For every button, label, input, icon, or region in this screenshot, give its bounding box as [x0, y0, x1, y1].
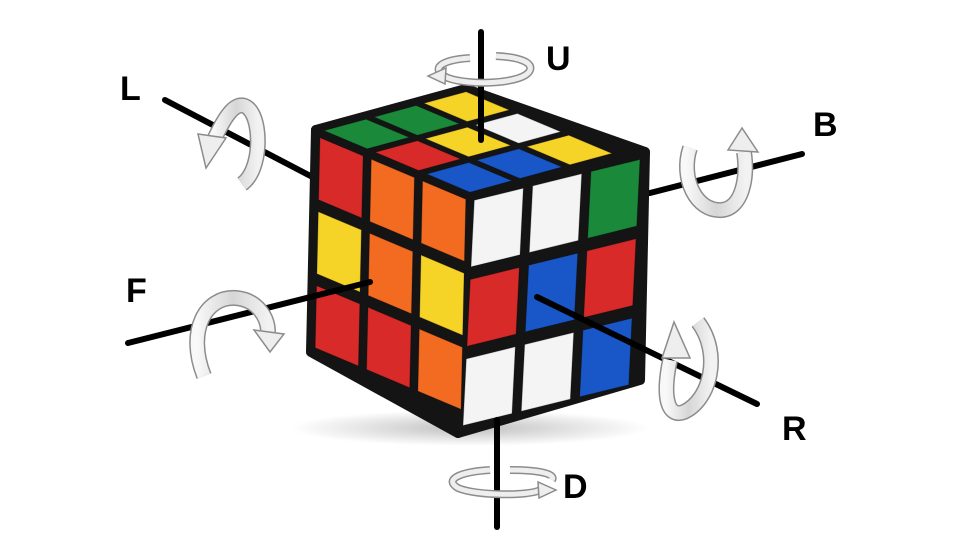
- left-sticker-orange: [420, 180, 467, 262]
- cube: [306, 84, 650, 438]
- right-sticker-red: [466, 267, 520, 347]
- label-l: L: [120, 70, 141, 108]
- top-sticker-green: [323, 118, 410, 150]
- l-rotation-arrow-icon: [197, 97, 266, 191]
- label-f: F: [126, 272, 147, 310]
- f-axis-line: [125, 279, 373, 346]
- left-sticker-yellow: [419, 254, 465, 336]
- top-sticker-green: [373, 105, 460, 136]
- label-r: R: [782, 410, 807, 448]
- b-rotation-arrow-icon: [679, 126, 760, 218]
- right-sticker-white: [462, 346, 516, 426]
- left-sticker-orange: [367, 232, 414, 315]
- top-sticker-white: [474, 113, 562, 144]
- u-rotation-arrow-icon: [426, 52, 535, 87]
- top-sticker-yellow: [424, 126, 512, 158]
- b-axis-line: [647, 151, 805, 196]
- label-u: U: [546, 40, 571, 78]
- right-sticker-red: [583, 238, 637, 318]
- label-d: D: [563, 468, 588, 506]
- r-rotation-arrow-icon: [658, 317, 719, 421]
- label-b: B: [813, 106, 838, 144]
- d-rotation-arrow-icon: [448, 466, 558, 500]
- right-sticker-white: [470, 187, 524, 268]
- right-sticker-green: [587, 159, 641, 239]
- right-sticker-white: [520, 332, 575, 412]
- left-sticker-red: [366, 306, 412, 389]
- left-sticker-yellow: [316, 211, 362, 293]
- left-sticker-red: [314, 285, 361, 367]
- top-sticker-blue: [426, 162, 513, 193]
- right-face-stickers: [462, 159, 641, 426]
- top-face-stickers: [323, 91, 613, 193]
- l-axis-line: [162, 97, 325, 185]
- left-sticker-red: [318, 137, 364, 219]
- left-sticker-orange: [417, 328, 463, 410]
- f-rotation-arrow-icon: [189, 290, 286, 379]
- top-sticker-yellow: [423, 91, 510, 122]
- right-sticker-white: [528, 173, 583, 253]
- left-face-stickers: [314, 137, 467, 410]
- r-axis-line: [534, 294, 760, 407]
- right-sticker-blue: [524, 252, 579, 333]
- top-sticker-red: [374, 140, 462, 171]
- top-sticker-blue: [476, 148, 563, 179]
- top-sticker-yellow: [526, 134, 613, 166]
- left-sticker-orange: [369, 158, 415, 241]
